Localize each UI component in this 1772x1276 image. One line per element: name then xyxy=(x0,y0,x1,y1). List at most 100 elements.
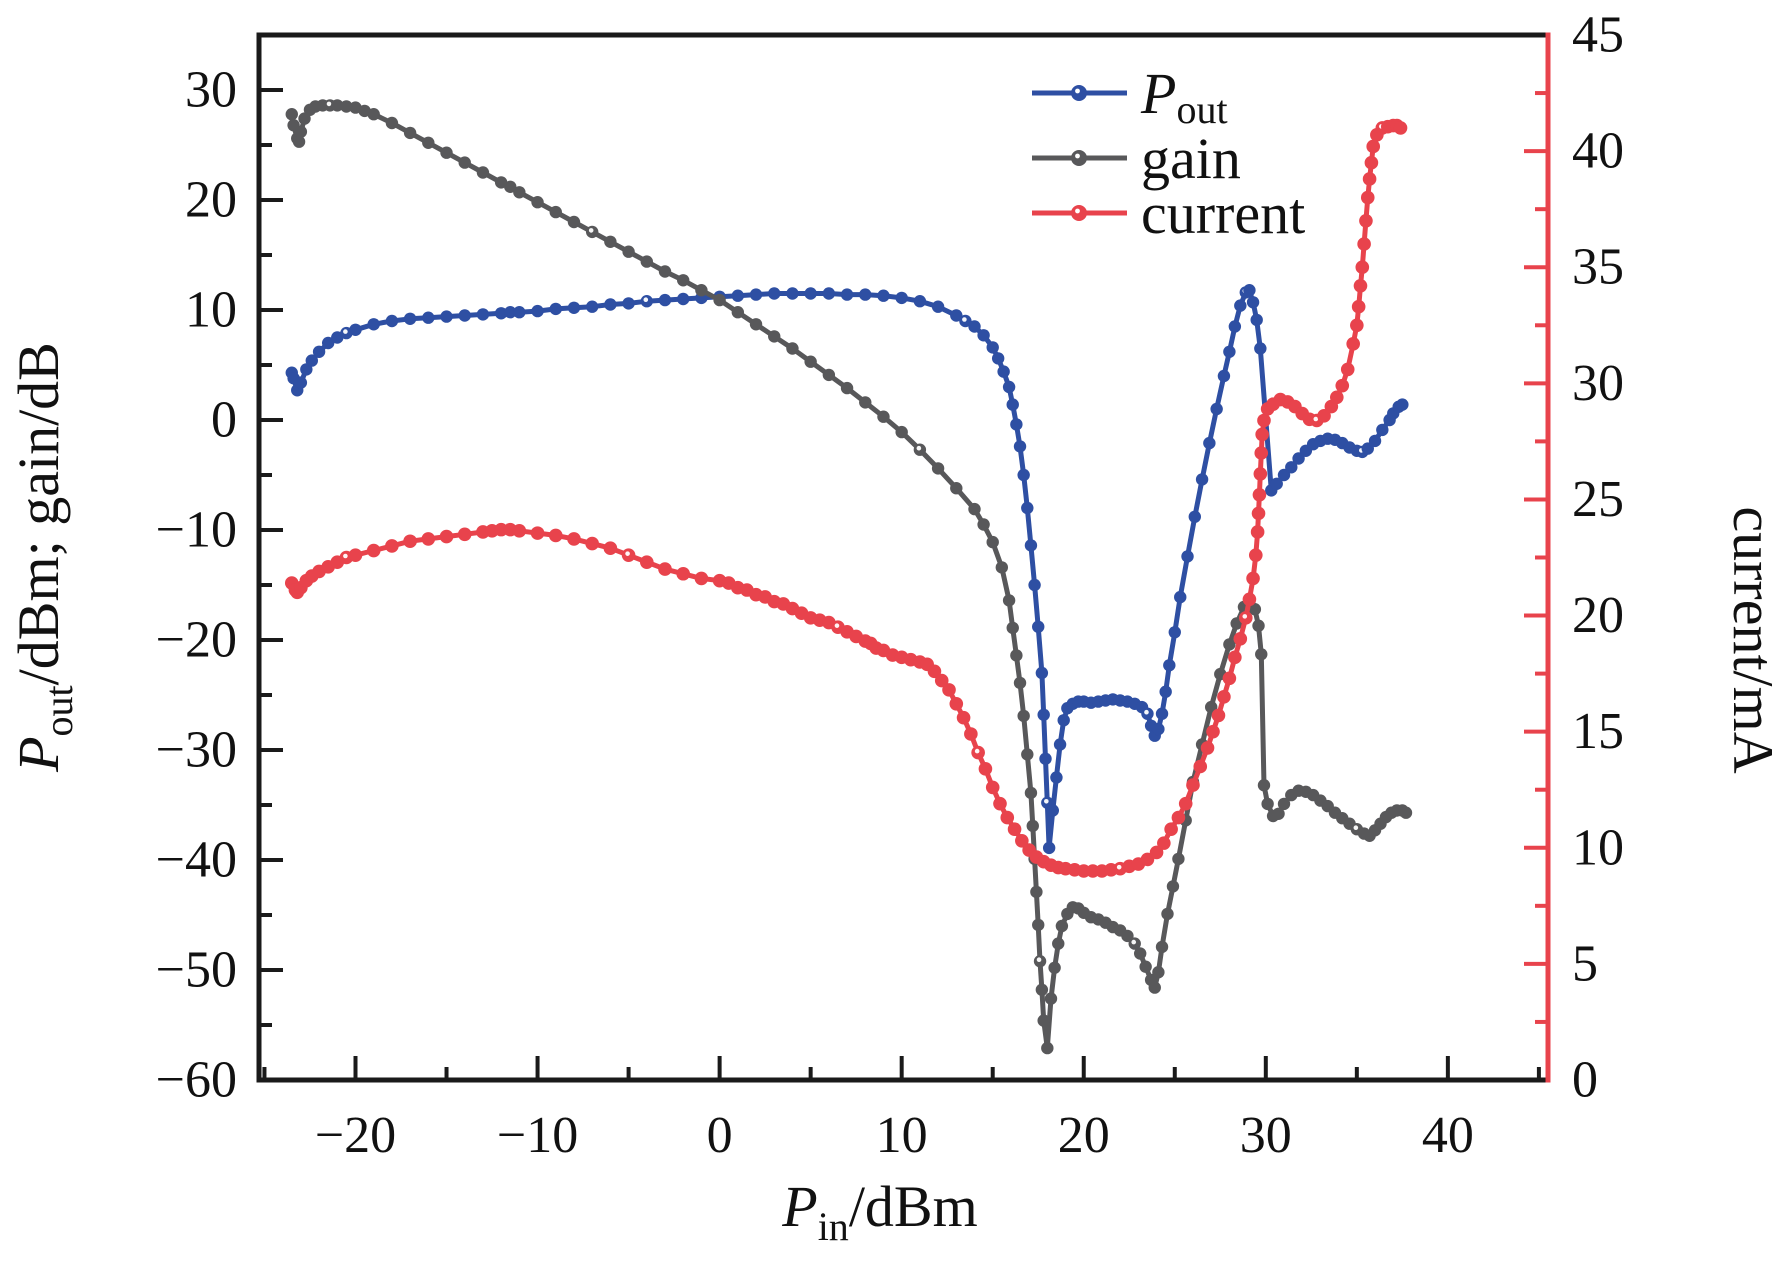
series-pout-point xyxy=(1159,685,1172,698)
series-gain-point xyxy=(331,99,344,112)
legend-label-gain: gain xyxy=(1141,126,1241,191)
series-gain-point xyxy=(1161,907,1174,921)
series-gain-point xyxy=(950,482,963,495)
series-current-point xyxy=(1340,362,1355,377)
series-gain-point xyxy=(476,166,490,179)
series-gain-point xyxy=(549,205,562,219)
series-current-point xyxy=(1335,378,1350,393)
y-left-tick-label: 30 xyxy=(185,62,237,119)
series-current-point xyxy=(1015,834,1029,848)
marker-glint xyxy=(326,101,332,107)
series-gain-line xyxy=(289,102,1409,1051)
series-pout-point xyxy=(1002,380,1016,394)
series-pout-point xyxy=(840,288,854,301)
series-pout-point xyxy=(403,312,417,325)
series-pout-point xyxy=(604,298,617,311)
y-axis-left: 30 20 10 0 −10 −20 −30 −40 −50 −60 xyxy=(156,62,283,1109)
series-pout-point xyxy=(786,287,799,300)
series-pout-point xyxy=(895,291,908,305)
series-gain-point xyxy=(1139,960,1152,973)
series-pout-point xyxy=(294,376,308,389)
x-tick-label: −20 xyxy=(315,1107,396,1164)
series-gain-point xyxy=(1121,929,1134,943)
series-pout-point xyxy=(1250,313,1263,327)
series-pout-point xyxy=(513,306,526,319)
series-gain-point xyxy=(285,108,298,121)
y-left-tick-label: −30 xyxy=(156,722,237,779)
marker-glint xyxy=(834,623,840,628)
series-gain-point xyxy=(786,342,799,355)
series-current-point xyxy=(676,566,691,581)
series-pout-point xyxy=(1155,707,1169,720)
series-gain-point xyxy=(1052,937,1065,950)
series-pout-line xyxy=(289,287,1405,851)
series-pout-point xyxy=(1024,539,1038,552)
series-gain-point xyxy=(1166,880,1180,893)
series-pout-point xyxy=(1032,620,1045,633)
series-gain-point xyxy=(986,535,999,549)
series-current-point xyxy=(1171,810,1186,825)
y-right-tick-label: 20 xyxy=(1572,587,1624,644)
series-gain-point xyxy=(968,502,981,516)
series-pout-point xyxy=(622,297,635,310)
series-pout-point xyxy=(504,306,517,319)
series-current-point xyxy=(1317,409,1331,423)
series-current-point xyxy=(694,571,709,586)
x-tick-label: 40 xyxy=(1422,1107,1474,1164)
series-current-point xyxy=(366,543,381,558)
series-pout-point xyxy=(804,287,817,300)
series-pout-point xyxy=(1285,461,1298,474)
series-current-point xyxy=(1178,796,1193,811)
series-current-point xyxy=(985,780,1000,795)
series-current-point xyxy=(1330,390,1344,405)
series-gain-point xyxy=(1257,779,1271,792)
series-pout-point xyxy=(731,289,745,302)
marker-glint xyxy=(1144,709,1149,715)
series-gain-point xyxy=(1044,992,1058,1005)
x-tick-label: 20 xyxy=(1058,1107,1110,1164)
series-current-point xyxy=(1217,690,1231,704)
series-gain-point xyxy=(1133,947,1147,960)
series-gain-point xyxy=(385,116,399,130)
series-gain-point xyxy=(1255,648,1268,661)
marker-glint xyxy=(588,228,594,233)
marker-glint xyxy=(1242,614,1248,619)
series-current xyxy=(284,118,1408,878)
series-pout-point xyxy=(1217,369,1231,383)
series-pout xyxy=(285,284,1409,855)
series-pout-point xyxy=(305,354,318,367)
series-current-point xyxy=(1164,822,1178,836)
series-gain-point xyxy=(1006,621,1019,635)
marker-glint xyxy=(1353,825,1359,830)
x-tick-label: −10 xyxy=(497,1107,578,1164)
series-gain-point xyxy=(622,245,635,258)
series-gain-point xyxy=(531,196,544,209)
series-current-point xyxy=(993,796,1007,811)
legend-marker xyxy=(1071,150,1087,166)
series-pout-point xyxy=(1035,666,1049,680)
marker-glint xyxy=(1036,957,1042,962)
series-current-point xyxy=(1251,506,1266,521)
series-pout-point xyxy=(977,329,990,342)
marker-glint xyxy=(916,445,922,451)
series-pout-point xyxy=(1223,345,1236,358)
series-current-point xyxy=(1393,121,1408,135)
x-tick-label: 30 xyxy=(1240,1107,1292,1164)
series-pout-point xyxy=(1181,550,1194,563)
series-current-point xyxy=(1233,631,1248,646)
series-gain-point xyxy=(1002,594,1016,607)
legend-marker-glint xyxy=(1075,88,1080,94)
legend-entry-gain: gain xyxy=(1032,126,1241,191)
series-current-point xyxy=(585,536,599,551)
y-right-tick-label: 40 xyxy=(1572,123,1624,180)
series-current-point xyxy=(1200,741,1215,755)
series-gain-point xyxy=(367,108,380,121)
series-current-point xyxy=(348,548,363,562)
series-pout-point xyxy=(549,302,562,316)
series-current-point xyxy=(1252,488,1267,502)
series-pout-point xyxy=(367,318,380,331)
series-pout-point xyxy=(585,300,599,313)
series-gain-point xyxy=(1055,919,1069,933)
series-gain-point xyxy=(1048,961,1061,974)
